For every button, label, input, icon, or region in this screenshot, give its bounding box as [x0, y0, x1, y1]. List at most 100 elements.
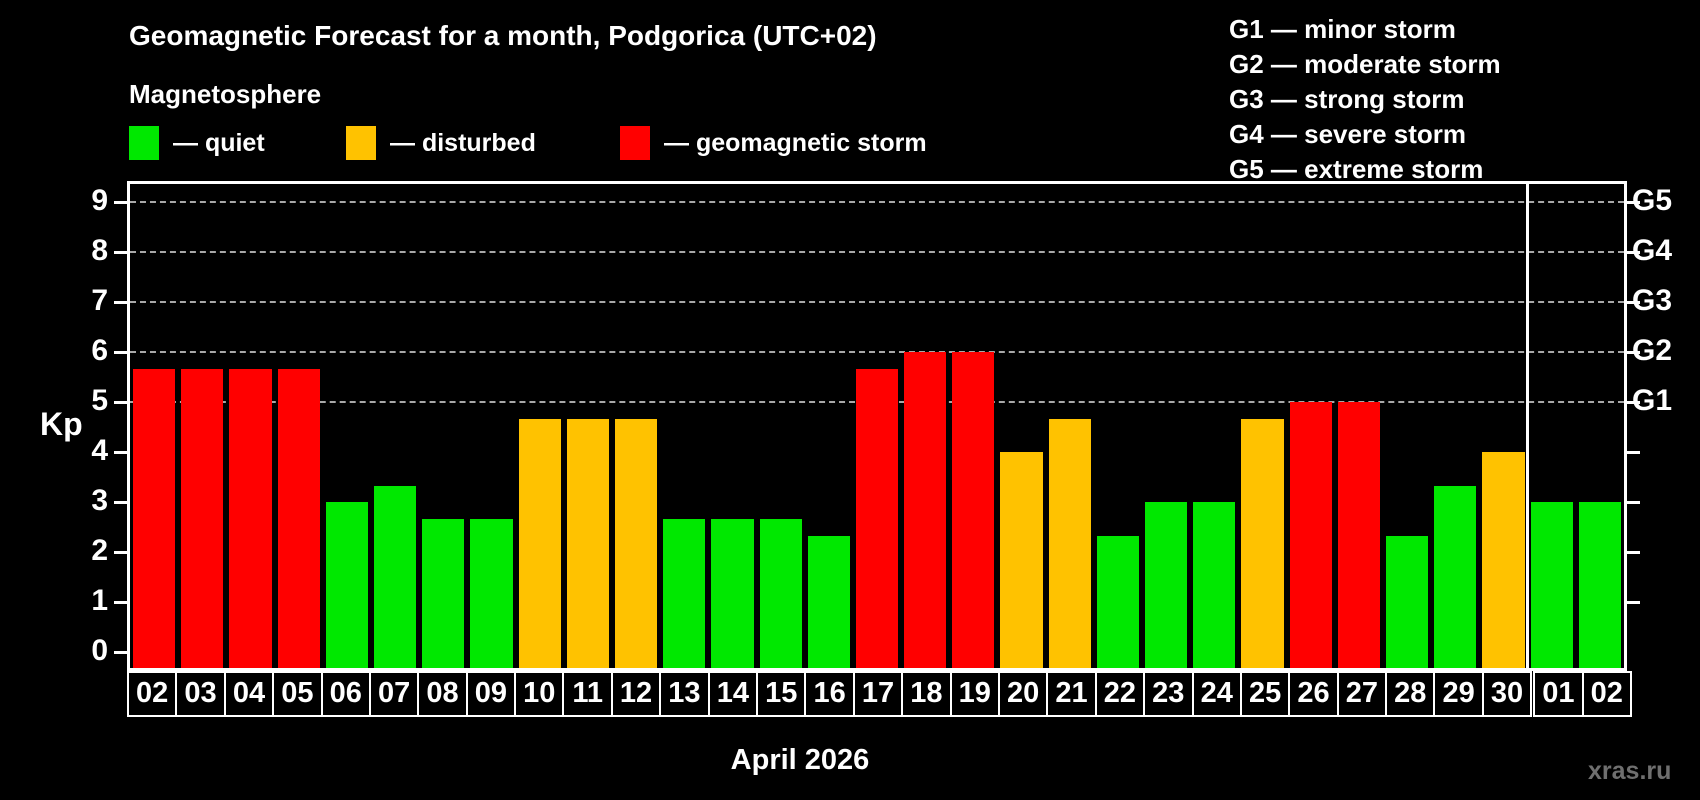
day-label-13: 13 — [659, 671, 710, 717]
g-scale-legend: G1 — minor storm G2 — moderate storm G3 … — [1229, 12, 1501, 187]
day-label-25: 25 — [1239, 671, 1291, 717]
kp-bar-day-02 — [1578, 502, 1621, 668]
kp-bar-day-25 — [1241, 418, 1284, 668]
y-axis-tick-5 — [114, 400, 127, 404]
y-axis-tick-4 — [114, 450, 127, 454]
gridline-kp-9 — [130, 201, 1624, 203]
x-axis-title: April 2026 — [730, 744, 870, 776]
day-label-07: 07 — [368, 671, 420, 717]
g-scale-legend-line-g1: G1 — minor storm — [1229, 14, 1456, 44]
legend-item-quiet: — quiet — [129, 126, 265, 160]
x-axis-day-labels: 02 03 04 05 06 07 08 09 10 11 12 13 14 15 16 17 18 19 20 21… — [127, 671, 1632, 717]
y-axis-tick-label-5: 5 — [91, 384, 108, 417]
right-axis-label-g2: G2 — [1632, 334, 1673, 367]
day-label-30: 30 — [1481, 671, 1533, 717]
right-axis-tick-9 — [1627, 200, 1640, 204]
right-axis-tick-6 — [1627, 350, 1640, 354]
right-axis-label-g5: G5 — [1632, 184, 1673, 217]
kp-bar-day-01 — [1530, 502, 1573, 668]
kp-bar-day-08 — [422, 518, 465, 668]
day-label-17: 17 — [852, 671, 904, 717]
y-axis-tick-label-4: 4 — [91, 434, 108, 467]
day-label-10: 10 — [514, 671, 565, 717]
kp-bar-day-23 — [1145, 502, 1188, 668]
day-label-04: 04 — [223, 671, 275, 717]
g-scale-legend-line-g5: G5 — extreme storm — [1229, 154, 1484, 184]
kp-bar-day-04 — [229, 368, 272, 668]
day-label-next-month-02: 02 — [1581, 671, 1632, 717]
day-label-23: 23 — [1143, 671, 1194, 717]
kp-bar-day-09 — [470, 518, 513, 668]
day-label-24: 24 — [1191, 671, 1242, 717]
gridline-kp-8 — [130, 251, 1624, 253]
y-axis-tick-label-8: 8 — [91, 234, 108, 267]
right-axis-tick-8 — [1627, 250, 1640, 254]
y-axis-tick-7 — [114, 300, 127, 304]
y-axis-tick-8 — [114, 250, 127, 254]
kp-bar-day-30 — [1482, 452, 1525, 668]
y-axis-tick-1 — [114, 600, 127, 604]
right-axis-tick-4 — [1627, 450, 1640, 454]
kp-bar-day-27 — [1337, 402, 1381, 668]
gridline-kp-7 — [130, 301, 1624, 303]
legend-item-storm: — geomagnetic storm — [620, 126, 927, 160]
legend-label-storm: — geomagnetic storm — [664, 128, 927, 157]
kp-bar-chart-plot-area: 0 1 2 3 4 5 6 7 8 9 G1 G2 G3 G4 G5 — [91, 181, 1672, 671]
kp-bar-day-10 — [518, 418, 561, 668]
day-label-27: 27 — [1336, 671, 1388, 717]
y-axis-tick-label-1: 1 — [91, 584, 108, 617]
y-axis-tick-label-9: 9 — [91, 184, 108, 217]
right-axis-label-g3: G3 — [1632, 284, 1673, 317]
day-label-08: 08 — [417, 671, 468, 717]
legend-item-disturbed: — disturbed — [346, 126, 536, 160]
kp-bar-day-02 — [133, 368, 176, 668]
day-label-16: 16 — [804, 671, 855, 717]
day-label-28: 28 — [1385, 671, 1436, 717]
kp-bar-day-19 — [952, 352, 995, 668]
g-scale-legend-line-g2: G2 — moderate storm — [1229, 49, 1501, 79]
kp-bar-day-06 — [325, 502, 368, 668]
y-axis-tick-9 — [114, 200, 127, 204]
kp-bar-day-14 — [711, 518, 754, 668]
kp-bar-day-24 — [1193, 502, 1236, 668]
kp-bar-day-12 — [614, 418, 658, 668]
kp-bar-day-03 — [181, 368, 224, 668]
day-label-03: 03 — [175, 671, 226, 717]
kp-bar-day-05 — [277, 368, 320, 668]
y-axis-tick-3 — [114, 500, 127, 504]
right-axis-label-g1: G1 — [1632, 384, 1673, 417]
day-label-21: 21 — [1046, 671, 1097, 717]
day-label-29: 29 — [1433, 671, 1484, 717]
kp-bar-day-18 — [904, 352, 947, 668]
kp-bar-day-13 — [663, 518, 706, 668]
month-separator-line — [1526, 184, 1530, 668]
day-label-18: 18 — [901, 671, 952, 717]
y-axis-tick-label-2: 2 — [91, 534, 108, 567]
chart-subtitle: Magnetosphere — [129, 79, 322, 109]
y-axis-tick-2 — [114, 550, 127, 554]
kp-bar-day-22 — [1096, 535, 1140, 668]
day-label-19: 19 — [949, 671, 1000, 717]
day-label-05: 05 — [272, 671, 323, 717]
right-axis-tick-7 — [1627, 300, 1640, 304]
y-axis-tick-label-0: 0 — [91, 634, 108, 667]
y-axis-title: Kp — [40, 406, 83, 442]
legend-label-quiet: — quiet — [173, 128, 265, 157]
legend-label-disturbed: — disturbed — [390, 128, 536, 157]
kp-bar-day-29 — [1434, 485, 1477, 668]
kp-bar-day-17 — [855, 368, 899, 668]
kp-bar-day-26 — [1289, 402, 1332, 668]
kp-bar-day-20 — [1000, 452, 1043, 668]
day-label-22: 22 — [1094, 671, 1146, 717]
day-label-26: 26 — [1288, 671, 1339, 717]
kp-bar-day-11 — [566, 418, 609, 668]
day-label-next-month-01: 01 — [1533, 671, 1584, 717]
kp-bar-day-15 — [759, 518, 802, 668]
kp-bar-day-16 — [807, 535, 850, 668]
y-axis-tick-6 — [114, 350, 127, 354]
kp-bar-day-07 — [373, 485, 417, 668]
storm-color-swatch — [620, 126, 650, 160]
day-label-06: 06 — [320, 671, 371, 717]
right-axis-tick-5 — [1627, 400, 1640, 404]
